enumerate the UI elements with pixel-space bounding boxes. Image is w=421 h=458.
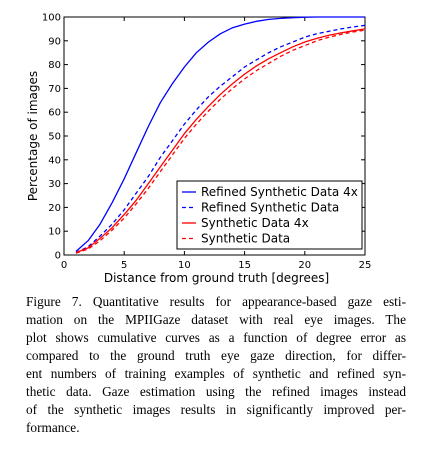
y-tick-label: 90 bbox=[48, 36, 61, 47]
y-tick-label: 50 bbox=[48, 132, 61, 143]
y-tick-label: 80 bbox=[48, 60, 61, 71]
x-tick-label: 25 bbox=[359, 260, 372, 271]
x-tick-label: 5 bbox=[121, 260, 127, 271]
x-tick-label: 0 bbox=[61, 260, 67, 271]
figure-caption: Figure 7. Quantitative results for appea… bbox=[26, 293, 406, 437]
x-axis-label: Distance from ground truth [degrees] bbox=[104, 271, 329, 285]
series-line-1 bbox=[75, 24, 366, 254]
x-tick-label: 15 bbox=[238, 260, 251, 271]
caption-line: formance. bbox=[26, 420, 80, 435]
caption-line: thetic data. Gaze estimation using the r… bbox=[26, 384, 406, 399]
caption-line: Figure 7. Quantitative results for appea… bbox=[26, 294, 406, 309]
caption-line: mation on the MPIIGaze dataset with real… bbox=[26, 312, 406, 327]
series-line-0 bbox=[75, 16, 365, 252]
y-tick-label: 100 bbox=[42, 13, 61, 24]
legend-label-2: Synthetic Data 4x bbox=[201, 216, 309, 230]
caption-line: plot shows cumulative curves as a functi… bbox=[26, 330, 406, 345]
caption-line: compared to the ground truth eye gaze di… bbox=[26, 348, 406, 363]
caption-line: ent numbers of training examples of synt… bbox=[26, 366, 406, 381]
x-tick-label: 20 bbox=[298, 260, 311, 271]
y-tick-label: 0 bbox=[55, 251, 61, 262]
y-tick-label: 60 bbox=[48, 108, 61, 119]
legend-box bbox=[176, 180, 363, 250]
caption-line: of the synthetic images results in signi… bbox=[26, 402, 406, 417]
y-tick-label: 70 bbox=[48, 84, 61, 95]
x-tick-label: 10 bbox=[178, 260, 191, 271]
legend-label-0: Refined Synthetic Data 4x bbox=[201, 185, 358, 199]
legend-label-3: Synthetic Data bbox=[201, 232, 290, 246]
series-line-3 bbox=[75, 29, 366, 254]
y-tick-label: 40 bbox=[48, 155, 61, 166]
legend-label-1: Refined Synthetic Data bbox=[201, 201, 339, 215]
series-line-2 bbox=[75, 28, 366, 254]
y-tick-label: 10 bbox=[48, 227, 61, 238]
y-tick-label: 20 bbox=[48, 203, 61, 214]
y-tick-label: 30 bbox=[48, 179, 61, 190]
gaze-estimation-chart: 0 5 10 15 20 25 0 10 20 30 40 50 60 70 80 90 100 Distance… bbox=[26, 13, 372, 286]
y-axis-label: Percentage of images bbox=[26, 71, 40, 201]
